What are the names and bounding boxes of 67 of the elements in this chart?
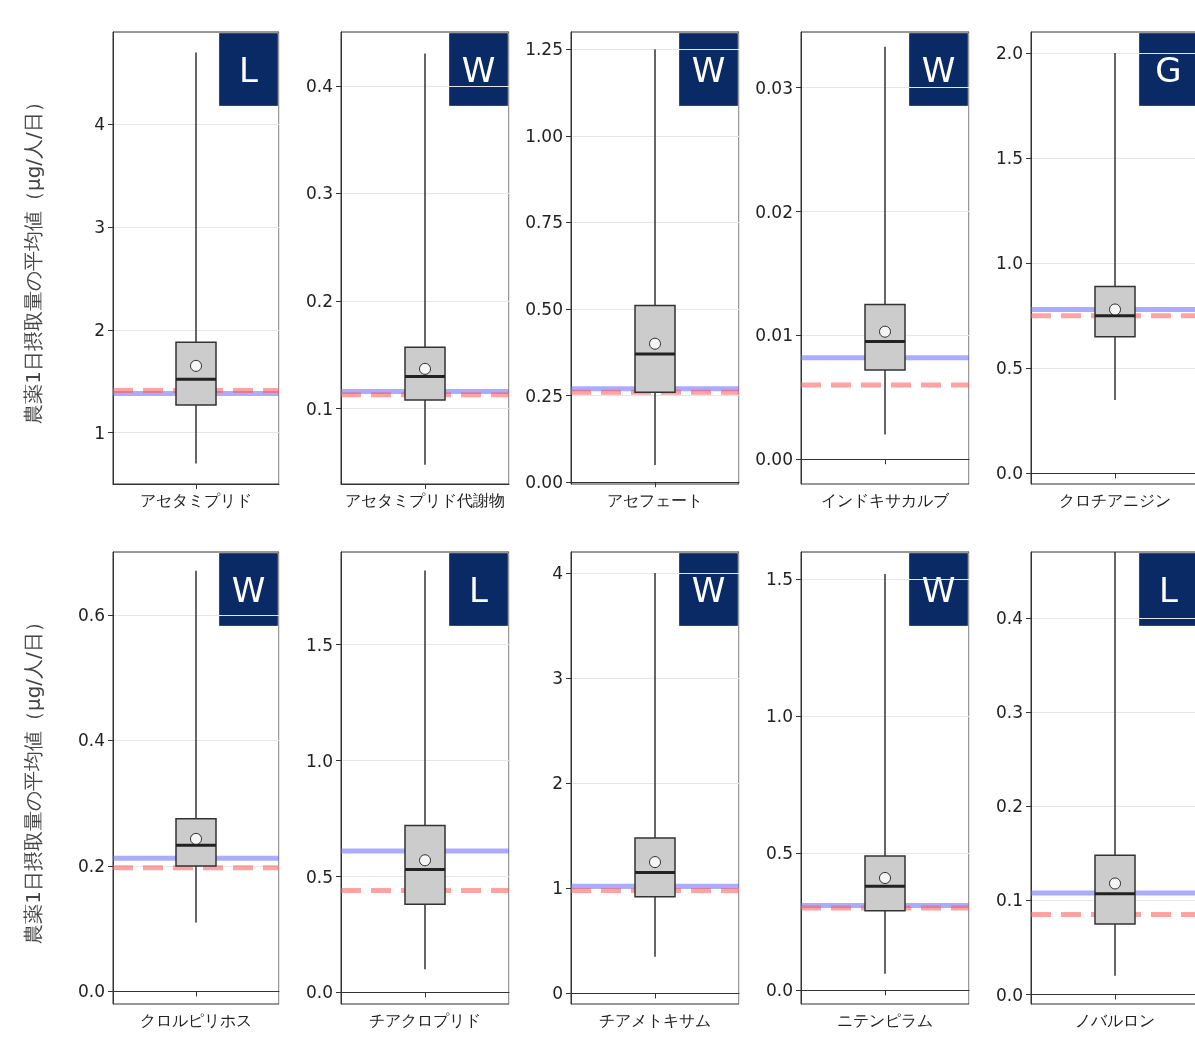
y-tick-label: 0.2: [77, 855, 105, 876]
x-tick-label: アセタミプリド代謝物: [345, 490, 505, 510]
y-tick-label: 0.0: [305, 982, 333, 1003]
x-tick-label: アセフェート: [607, 490, 703, 510]
annotation: W: [921, 49, 956, 90]
y-tick-label: 0.1: [995, 890, 1023, 911]
y-tick-label: 0.6: [77, 604, 105, 625]
y-tick-label: 0.01: [755, 325, 793, 346]
y-tick-label: 1.0: [995, 253, 1023, 274]
y-tick-label: 0.2: [995, 796, 1023, 817]
annotation: L: [239, 49, 259, 90]
y-tick-label: 2.0: [995, 43, 1023, 64]
y-tick-label: 0.0: [995, 984, 1023, 1005]
y-tick-label: 0.03: [755, 77, 793, 98]
y-tick-label: 0.4: [77, 730, 105, 751]
y-tick-label: 0.0: [77, 981, 105, 1002]
y-tick-label: 0.00: [525, 472, 563, 493]
y-tick-label: 3: [94, 217, 105, 238]
y-tick-label: 0.3: [305, 183, 333, 204]
y-tick-label: 0.02: [755, 201, 793, 222]
y-tick-label: 0.1: [305, 398, 333, 419]
y-tick-label: 4: [552, 563, 563, 584]
y-tick-label: 3: [552, 668, 563, 689]
y-tick-label: 1: [94, 422, 105, 443]
y-tick-label: 0: [552, 983, 563, 1004]
y-tick-label: 0.5: [995, 358, 1023, 379]
y-tick-label: 2: [94, 319, 105, 340]
y-tick-label: 1.0: [305, 750, 333, 771]
x-tick-label: チアクロプリド: [369, 1010, 481, 1030]
annotation: G: [1155, 49, 1182, 90]
y-tick-label: 0.2: [305, 291, 333, 312]
y-tick-label: 0.4: [305, 75, 333, 96]
y-tick-label: 1.5: [765, 569, 793, 590]
x-tick-label: クロチアニジン: [1059, 490, 1171, 510]
annotation: W: [461, 49, 496, 90]
y-tick-label: 0.5: [305, 866, 333, 887]
y-tick-label: 1.00: [525, 125, 563, 146]
y-tick-label: 0.5: [765, 843, 793, 864]
y-axis-title: 農薬1日摂取量の平均値（μg/人/日）: [21, 612, 45, 944]
y-tick-label: 1.0: [765, 706, 793, 727]
y-tick-label: 1.5: [995, 148, 1023, 169]
y-tick-label: 0.25: [525, 385, 563, 406]
y-tick-label: 0.3: [995, 702, 1023, 723]
annotation: W: [691, 49, 726, 90]
annotation: L: [469, 569, 489, 610]
annotation: L: [1159, 569, 1179, 610]
y-axis-title: 農薬1日摂取量の平均値（μg/人/日）: [21, 92, 45, 424]
annotation: W: [231, 569, 266, 610]
x-tick-label: インドキサカルブ: [821, 490, 950, 510]
y-tick-label: 0.0: [765, 980, 793, 1001]
y-tick-label: 1.25: [525, 39, 563, 60]
x-tick-label: クロルピリホス: [140, 1010, 252, 1030]
y-tick-label: 4: [94, 114, 105, 135]
y-tick-label: 1: [552, 878, 563, 899]
y-tick-label: 0.50: [525, 299, 563, 320]
y-tick-label: 0.00: [755, 449, 793, 470]
x-tick-label: ノバルロン: [1075, 1010, 1155, 1030]
x-tick-label: アセタミプリド: [140, 490, 252, 510]
y-tick-label: 1.5: [305, 634, 333, 655]
x-tick-label: チアメトキサム: [599, 1010, 711, 1030]
annotation: W: [921, 569, 956, 610]
y-tick-label: 0.0: [995, 463, 1023, 484]
y-tick-label: 0.75: [525, 212, 563, 233]
x-tick-label: ニテンピラム: [837, 1010, 933, 1030]
annotation: W: [691, 569, 726, 610]
y-tick-label: 2: [552, 773, 563, 794]
y-tick-label: 0.4: [995, 607, 1023, 628]
